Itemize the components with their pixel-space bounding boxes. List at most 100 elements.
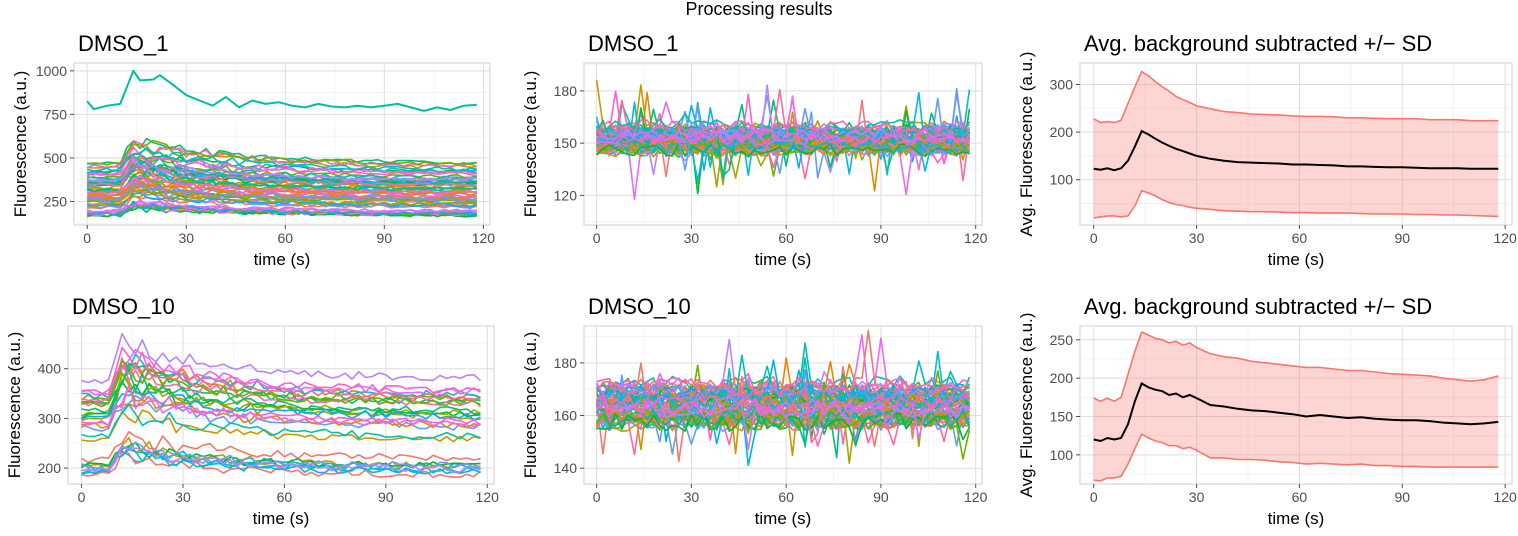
sd-upper-line [1093,331,1499,403]
panel-dmso1-background: DMSO_1 0 30 60 90 120 120 150 180 time (s) Fluores… [521,31,988,269]
y-tick-label: 140 [554,460,578,476]
y-tick-label: 160 [554,408,578,424]
y-tick-label: 500 [44,150,68,166]
trace-line [595,381,971,460]
panel-dmso1-traces: DMSO_1 0 30 60 90 120 250 500 750 1000 time (s) Flu… [11,31,496,269]
trace-line [81,409,481,443]
trace-line [595,112,971,134]
y-tick-label: 750 [44,106,68,122]
trace-line [86,153,477,177]
series-group [1093,70,1499,219]
panel-title: DMSO_10 [72,294,175,319]
trace-line [596,408,971,446]
trace-line [81,369,481,415]
x-axis-label: time (s) [253,509,310,528]
series-group [595,79,971,201]
trace-line [81,403,481,440]
trace-line [87,164,477,185]
x-tick-label: 120 [476,489,500,505]
x-tick-label: 30 [684,230,700,246]
trace-line [81,359,481,408]
panel-title: Avg. background subtracted +/− SD [1084,31,1432,56]
x-tick-label: 0 [593,489,601,505]
trace-line [596,88,971,182]
trace-line [596,130,970,146]
trace-line [596,393,970,420]
y-axis-label: Avg. Fluorescence (a.u.) [1017,313,1036,498]
x-tick-label: 60 [277,489,293,505]
figure-title: Processing results [685,0,833,19]
series-group [86,69,478,218]
y-axis-label: Fluorescence (a.u.) [11,71,30,217]
sd-upper-line [1093,70,1499,124]
x-tick-label: 120 [1493,230,1517,246]
y-tick-label: 400 [38,361,62,377]
sd-band [1093,71,1499,218]
y-axis-label: Fluorescence (a.u.) [521,71,540,217]
sd-lower-line [1093,189,1499,219]
trace-line [86,164,477,187]
plot-area [1079,62,1513,226]
trace-line [87,148,477,174]
y-tick-label: 200 [38,460,62,476]
y-axis-label: Avg. Fluorescence (a.u.) [1017,52,1036,237]
trace-line [87,201,477,216]
y-tick-label: 180 [554,83,578,99]
sd-lower-line [1093,432,1499,482]
panel-title: DMSO_1 [588,31,678,56]
trace-line [596,380,970,444]
x-tick-label: 60 [778,230,794,246]
panel-dmso1-average: Avg. background subtracted +/− SD 0 30 60 90… [1017,31,1517,269]
x-tick-label: 120 [472,230,496,246]
y-tick-label: 200 [1050,124,1074,140]
trace-line [81,332,482,384]
x-tick-label: 30 [175,489,191,505]
x-axis-label: time (s) [755,509,812,528]
trace-line-highlight [86,69,477,112]
x-axis-label: time (s) [254,250,311,269]
trace-line [87,198,477,215]
trace-line [596,95,970,146]
x-tick-label: 90 [378,489,394,505]
x-tick-label: 0 [78,489,86,505]
trace-line [81,384,481,429]
y-tick-label: 200 [1050,370,1074,386]
x-tick-label: 120 [1493,489,1517,505]
y-tick-label: 120 [554,187,578,203]
trace-line [87,146,477,176]
mean-line [1093,129,1499,172]
x-tick-label: 60 [778,489,794,505]
trace-line [81,348,481,396]
x-tick-label: 30 [1189,230,1205,246]
trace-line [596,407,970,435]
y-tick-label: 180 [554,355,578,371]
panel-dmso10-background: DMSO_10 0 30 60 90 120 140 160 180 time (s) Fluore… [521,294,988,528]
x-tick-label: 60 [1292,489,1308,505]
x-tick-label: 30 [1189,489,1205,505]
series-group [81,332,482,479]
trace-line [87,184,477,203]
panel-dmso10-traces: DMSO_10 0 30 60 90 120 200 300 400 time (s) Fluore… [5,294,500,528]
trace-line [596,101,970,182]
y-tick-label: 100 [1050,447,1074,463]
x-tick-label: 120 [964,489,988,505]
y-tick-label: 300 [38,410,62,426]
trace-line [87,156,477,182]
trace-line [87,146,477,172]
y-tick-label: 250 [1050,332,1074,348]
x-tick-label: 90 [1394,230,1410,246]
y-tick-label: 150 [1050,409,1074,425]
trace-line [596,398,970,439]
sd-band [1093,332,1499,481]
x-tick-label: 0 [1090,230,1098,246]
y-tick-label: 1000 [36,63,67,79]
trace-line [87,180,478,197]
trace-line [81,384,481,427]
x-tick-label: 90 [1394,489,1410,505]
y-axis-label: Fluorescence (a.u.) [5,332,24,478]
x-tick-label: 60 [1292,230,1308,246]
trace-line [81,362,481,403]
panel-title: DMSO_10 [588,294,691,319]
trace-line [86,191,477,208]
x-tick-label: 90 [873,230,889,246]
